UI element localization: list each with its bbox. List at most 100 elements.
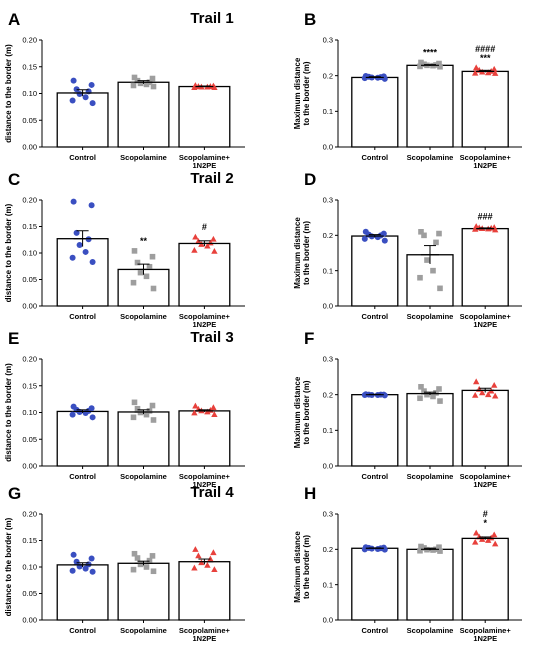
data-point xyxy=(150,285,157,292)
data-point xyxy=(150,83,157,90)
data-point xyxy=(191,409,198,416)
y-tick-label: 0.0 xyxy=(323,143,333,152)
significance-label: ** xyxy=(140,236,148,246)
bar-scopolamine xyxy=(117,268,170,307)
panel-label: E xyxy=(8,329,19,348)
y-axis-label: to the border (m) xyxy=(302,221,311,285)
x-tick-label: Control xyxy=(361,472,388,481)
x-tick-label: Control xyxy=(361,626,388,635)
data-point xyxy=(381,546,388,553)
y-tick-label: 0.10 xyxy=(22,89,37,98)
data-point xyxy=(192,402,199,409)
data-point xyxy=(146,263,153,270)
y-tick-label: 0.3 xyxy=(323,36,333,45)
y-axis-label: distance to the border (m) xyxy=(4,517,13,616)
bar-scopolamine-1n2pe xyxy=(461,227,509,307)
significance-line: # xyxy=(202,222,207,232)
data-point xyxy=(204,242,211,249)
x-tick-label: Control xyxy=(69,472,96,481)
significance-label: # xyxy=(202,222,207,232)
y-axis-label: to the border (m) xyxy=(302,535,311,599)
data-point xyxy=(437,548,443,554)
data-point xyxy=(473,378,480,385)
data-point xyxy=(421,232,427,239)
panel-label: A xyxy=(8,10,20,29)
data-point xyxy=(195,552,202,559)
x-tick-label: Scopolamine xyxy=(407,472,454,481)
data-point xyxy=(210,404,217,411)
x-tick-label: Scopolamine+ xyxy=(179,312,231,321)
data-point xyxy=(472,538,479,545)
data-point xyxy=(143,81,150,88)
data-point xyxy=(134,259,141,266)
x-tick-label: 1N2PE xyxy=(193,161,217,170)
x-tick-label: Scopolamine xyxy=(120,626,167,635)
data-point xyxy=(130,82,137,89)
y-axis-label: Maximum distance xyxy=(293,217,302,289)
data-point xyxy=(191,564,198,571)
data-point xyxy=(131,74,138,81)
x-tick-label: 1N2PE xyxy=(473,480,497,489)
data-point xyxy=(437,63,443,70)
data-point xyxy=(88,202,95,209)
data-point xyxy=(211,248,218,254)
data-point xyxy=(146,557,153,564)
data-point xyxy=(381,75,388,82)
data-point xyxy=(149,402,156,409)
y-tick-label: 0.20 xyxy=(22,36,37,45)
significance-label: #### *** xyxy=(475,44,495,63)
x-tick-label: Scopolamine xyxy=(120,312,167,321)
y-tick-label: 0.10 xyxy=(22,563,37,572)
x-tick-label: 1N2PE xyxy=(193,320,217,329)
bar-scopolamine-1n2pe xyxy=(178,410,231,467)
panel-label: F xyxy=(304,329,314,348)
y-tick-label: 0.00 xyxy=(22,616,37,625)
significance-label: ### xyxy=(478,212,493,222)
bar-control xyxy=(56,92,109,148)
y-axis-label: to the border (m) xyxy=(302,380,311,444)
x-tick-label: Scopolamine+ xyxy=(179,472,231,481)
data-point xyxy=(491,531,498,538)
significance-line: *** xyxy=(480,53,491,63)
data-point xyxy=(149,553,156,559)
data-point xyxy=(491,65,498,72)
data-point xyxy=(430,267,436,274)
data-point xyxy=(361,392,368,399)
panel-E: E Trail 3 distance to the border (m) 0.00 0.… xyxy=(4,329,245,489)
data-point xyxy=(417,547,423,554)
data-point xyxy=(430,393,436,400)
panel-G: G Trail 4 distance to the border (m) 0.00 0.… xyxy=(4,484,245,643)
y-tick-label: 0.15 xyxy=(22,381,37,390)
x-tick-label: Scopolamine+ xyxy=(460,626,512,635)
data-point xyxy=(418,59,424,66)
y-tick-label: 0.10 xyxy=(22,249,37,258)
data-point xyxy=(361,546,368,553)
significance-line: #### xyxy=(475,44,495,54)
y-tick-label: 0.05 xyxy=(22,116,37,125)
y-tick-label: 0.05 xyxy=(22,275,37,284)
data-point xyxy=(492,70,499,76)
data-point xyxy=(485,537,492,543)
data-point xyxy=(485,69,492,76)
y-axis-label: Maximum distance xyxy=(293,57,302,129)
y-axis-label: to the border (m) xyxy=(302,61,311,125)
data-point xyxy=(130,279,137,286)
data-point xyxy=(191,246,198,253)
data-point xyxy=(130,566,137,573)
bar-control xyxy=(56,410,109,467)
data-point xyxy=(472,69,479,76)
y-tick-label: 0.2 xyxy=(323,71,333,80)
y-tick-label: 0.2 xyxy=(323,231,333,240)
data-point xyxy=(210,235,217,242)
x-tick-label: Scopolamine xyxy=(407,153,454,162)
data-point xyxy=(433,390,439,396)
data-point xyxy=(361,235,368,242)
data-point xyxy=(130,414,137,421)
x-tick-label: Scopolamine+ xyxy=(179,626,231,635)
y-tick-label: 0.20 xyxy=(22,510,37,519)
data-point xyxy=(418,229,424,235)
significance-line: ### xyxy=(478,212,493,222)
data-point xyxy=(69,97,76,104)
y-tick-label: 0.3 xyxy=(323,510,333,519)
panel-H: H Maximum distance to the border (m) 0.0 0.1… xyxy=(293,484,522,643)
